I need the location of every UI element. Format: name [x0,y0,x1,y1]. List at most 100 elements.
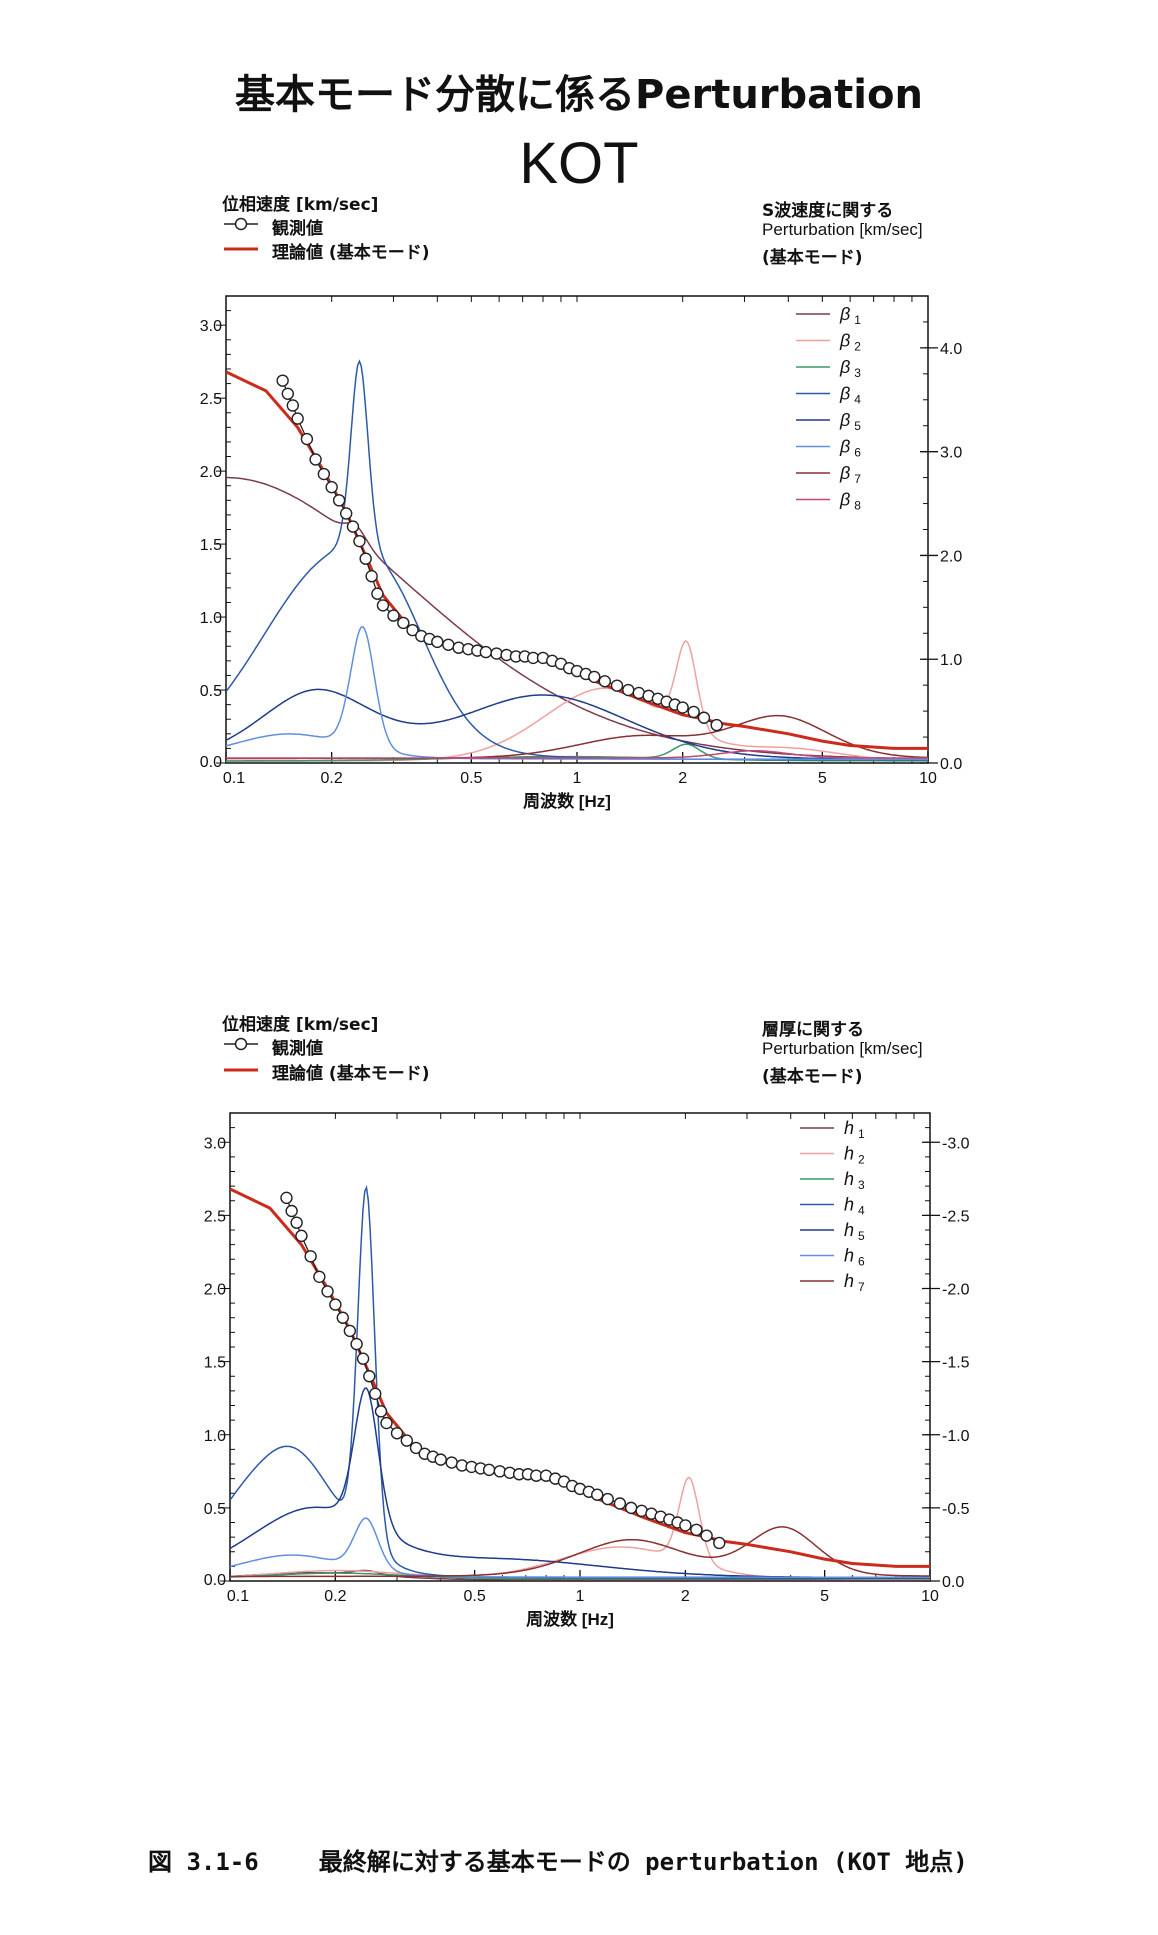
chart-1-observed-point [346,520,360,533]
chart-2-observed-point [380,1416,393,1430]
chart-2-plot-frame [229,1112,931,1582]
chart-2-y-right-tick-label: -0.5 [942,1501,970,1518]
chart-2-theory-line [230,1187,930,1568]
chart-1-observed-point [397,616,410,630]
chart-1-observed-point [309,453,322,466]
chart-2-y-left-tick-label: 0.5 [204,1501,226,1518]
chart-2-observed-point [390,1427,404,1440]
chart-1-observed-point [339,507,353,520]
figure-caption-text: 最終解に対する基本モードの perturbation (KOT 地点) [318,1848,968,1876]
chart-2-right-header-line3: (基本モード) [762,1067,863,1087]
chart-2-x-tick-label: 10 [921,1588,939,1605]
chart-2-x-tick-label: 0.2 [324,1588,346,1605]
chart-1-observed-point [431,635,444,649]
chart-2-observed-point [350,1337,363,1351]
chart-1-observed-point [376,599,390,612]
chart-2-y-right-tick-label: -2.0 [942,1282,970,1299]
chart-2-right-header-line1: 層厚に関する [762,1020,864,1040]
chart-1-observed-point [286,399,300,412]
chart-2-y-right-tick-label: -2.5 [942,1208,970,1225]
chart-2-observed-point [434,1453,447,1466]
chart-2-theory-legend-symbol [222,1060,262,1080]
chart-2-x-tick-label: 0.1 [227,1588,249,1605]
chart-2-y-right-tick-label: -3.0 [942,1135,970,1152]
chart-1-x-tick-label: 2 [678,770,687,787]
chart-2-y-left-tick-label: 3.0 [204,1135,226,1152]
chart-1-observed-point [687,705,700,719]
chart-2-x-tick-label: 5 [820,1588,829,1605]
chart-1-y-right-tick-label: 4.0 [940,341,962,358]
chart-2-observed-point [285,1204,298,1218]
chart-2-y-right-tick-label: -1.5 [942,1355,970,1372]
chart-2-observed-point [601,1492,614,1506]
chart-2-x-tick-label: 0.5 [464,1588,486,1605]
chart-2-theory-legend-label: 理論値 (基本モード) [272,1064,430,1084]
chart-2-observed-point [304,1250,317,1263]
chart-2-observed-point [624,1501,638,1515]
chart-2-observed-point [591,1488,604,1501]
chart-1-y-right-tick-label: 1.0 [940,652,962,669]
chart-1-series-line-8 [226,749,928,759]
chart-1-observed-point [365,570,378,583]
chart-1-y-left-tick-label: 2.5 [200,391,222,408]
chart-1-x-tick-label: 1 [573,770,582,787]
chart-2-observed-point [493,1465,506,1478]
chart-2-observed-legend-label: 観測値 [272,1039,323,1059]
chart-2-y-left-tick-label: 1.0 [204,1428,226,1445]
chart-2-y-left-tick-label: 2.0 [204,1282,226,1299]
chart-1-observed-point [676,701,689,714]
chart-1-observed-point [598,675,611,688]
chart-2-observed-point [363,1370,376,1383]
chart-1-observed-point [300,432,314,446]
figure-caption: 図 3.1-6 最終解に対する基本モードの perturbation (KOT 地… [148,1842,968,1877]
chart-2-y-right-tick-label: 0.0 [942,1574,964,1591]
chart-1-observed-point [406,623,419,637]
chart-1-y-left-tick-label: 2.0 [200,464,222,481]
chart-2-y-left-tick-label: 1.5 [204,1355,226,1372]
chart-2-observed-point [482,1463,496,1477]
chart-2-series-line-6 [230,1517,930,1578]
chart-1-series-group [226,359,928,762]
chart-1-theory-legend-symbol [222,239,262,259]
chart-2-observed-point [321,1285,334,1298]
chart-1-left-ylabel: 位相速度 [km/sec] [222,195,379,215]
chart-2-plot: 0.1 0.2 0.5 1 2 5 10 周波数 [Hz] 0.0 0.5 1.0 1.5 2.0 2.5… [204,1112,970,1629]
chart-2-observed-point [280,1191,293,1205]
chart-1-y-right-tick-label: 2.0 [940,548,962,565]
chart-1-observed-point [332,494,346,507]
chart-2-series-group [230,1185,930,1581]
chart-1-observed-point [291,412,304,425]
chart-1-observed-point [371,587,384,600]
chart-1-observed-point [317,467,331,481]
chart-1-observed-point [697,711,711,724]
chart-1-observed-point [281,387,295,400]
chart-1-observed-point [387,609,400,622]
chart-1-series-line-3 [226,743,928,762]
chart-1-x-tick-label: 5 [818,770,827,787]
chart-1-observed-point [353,534,366,548]
chart-2-y-left-tick-label: 0.0 [204,1572,226,1589]
chart-2-observed-point [445,1456,458,1469]
chart-1-observed-point [325,480,338,494]
chart-1-x-tick-label: 0.1 [223,770,245,787]
chart-2-x-tick-label: 1 [576,1588,585,1605]
chart-2-left-ylabel: 位相速度 [km/sec] [222,1015,379,1035]
chart-2-observed-point [613,1497,627,1510]
chart-1-right-header-line3: (基本モード) [762,248,863,268]
chart-2-series-line-1 [230,1569,930,1581]
chart-1-y-right-tick-label: 0.0 [940,756,962,773]
chart-1-y-left-tick-label: 0.0 [200,754,222,771]
chart-1-y-left-tick-label: 3.0 [200,318,222,335]
main-title: 基本モード分散に係るPerturbation [235,72,923,118]
chart-2-observed-point [374,1405,388,1418]
